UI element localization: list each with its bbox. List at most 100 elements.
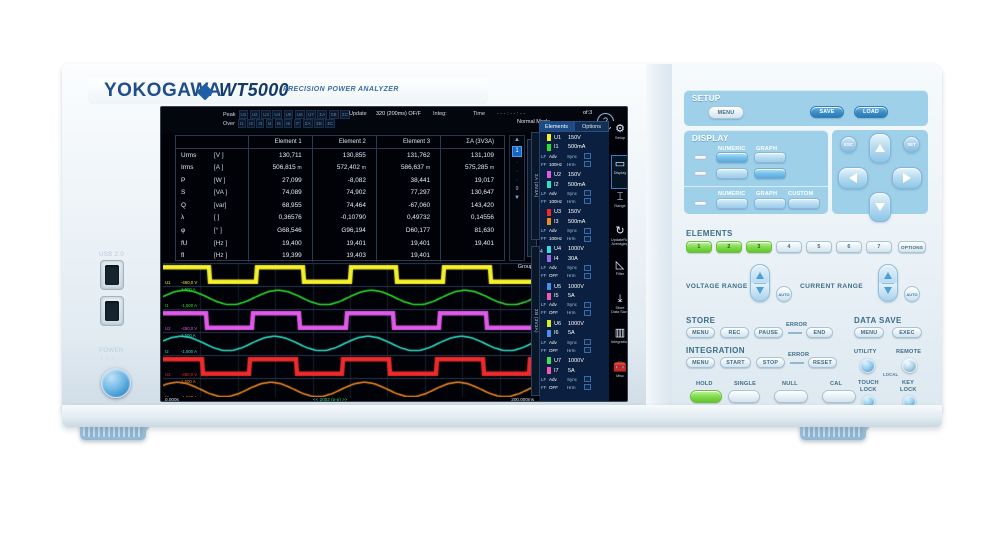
cal-button[interactable] [822,390,856,403]
element-channel-row[interactable]: U5 1000V [539,282,609,292]
store-menu-button[interactable]: MENU [686,327,715,338]
load-button[interactable]: LOAD [854,106,888,118]
range-icon[interactable]: ⌶ Range [611,189,627,223]
single-button[interactable] [728,390,760,403]
element-button-3[interactable]: 3 [746,241,772,253]
lcd-display[interactable]: Peak U1 U2 U3 U4 U5 U6 U7 ΣA ΣB ΣC Over I1 I2 I3 I4 I… [160,106,628,402]
display-numeric-button-1[interactable] [716,152,748,163]
table-row[interactable]: Urms [V ] 130,711 130,855 131,762 131,109 [176,148,504,162]
nav-right-button[interactable] [892,167,922,189]
voltage-auto-button[interactable]: AUTO [776,286,792,302]
integration-stop-button[interactable]: STOP [756,357,785,368]
null-button[interactable] [774,390,808,403]
page-dot-3[interactable]: · [515,177,519,184]
scroll-down-icon[interactable]: ▼ [514,195,520,201]
element-channel-row[interactable]: U1 150V [539,133,609,143]
element-group[interactable]: U1 150V I1 500mA LF Adv Sync FF 100Hz Hrm [539,132,609,169]
element-channel-row[interactable]: I6 5A [539,329,609,339]
element-channel-row[interactable]: U2 150V [539,170,609,180]
display-graph-button-2[interactable] [754,168,786,179]
table-row[interactable]: S [VA ] 74,089 74,902 77,297 130,647 [176,186,504,199]
element-button-5[interactable]: 5 [806,241,832,253]
display-custom-button[interactable] [788,198,820,209]
save-icon[interactable]: ⤓ Store Data Save [611,291,627,325]
misc-icon[interactable]: 🧰 Misc [611,359,627,393]
store-pause-button[interactable]: PAUSE [754,327,783,338]
current-auto-button[interactable]: AUTO [904,286,920,302]
page-dot-1[interactable]: · [515,159,519,166]
table-row[interactable]: Irms [A ] 506,815 m 572,402 m 586,637 m 575,2… [176,161,504,174]
element-channel-row[interactable]: U7 1000V [539,356,609,366]
store-end-button[interactable]: END [806,327,833,338]
elements-panel[interactable]: Elements Options U1 150V I1 500mA LF Adv Sync FF… [539,121,609,401]
element-group[interactable]: U2 150V I2 500mA LF Adv Sync FF 100Hz Hrm [539,169,609,206]
element-channel-row[interactable]: U3 150V [539,207,609,217]
page-dot-2[interactable]: · [515,168,519,175]
refresh-icon[interactable]: ↻UpdateRate Averaging [611,223,627,257]
element-button-4[interactable]: 4 [776,241,802,253]
table-row[interactable]: fI [Hz ] 19,399 19,403 19,401 [176,249,504,262]
hold-button[interactable] [690,390,722,403]
current-range-rocker[interactable] [878,264,898,302]
waveform-area[interactable]: Group 450,0 V -450,0 V U1 1,500 A -1,500 A I1… [163,263,537,401]
element-channel-row[interactable]: I5 5A [539,291,609,301]
setup-menu-button[interactable]: MENU [708,106,744,119]
table-row[interactable]: λ [ ] 0,36576 -0,10790 0,49732 0,14556 [176,211,504,225]
menu-icon-rail[interactable]: ⚙Setup▭Display⌶Range↻UpdateRate Averagin… [611,121,627,401]
element-channel-row[interactable]: I7 5A [539,366,609,376]
options-button[interactable]: OPTIONS [898,241,926,253]
power-button[interactable] [101,368,131,398]
chart-icon[interactable]: ▥ Integration [611,325,627,359]
data-save-menu-button[interactable]: MENU [854,327,884,338]
elements-tab[interactable]: Elements [539,121,574,132]
display-icon[interactable]: ▭ Display [611,155,627,189]
nav-up-button[interactable] [869,133,891,163]
element-channel-row[interactable]: U4 1000V [539,245,609,255]
elements-tab[interactable]: Options [574,121,609,132]
numeric-table[interactable]: Element 1 Element 2 Element 3 ΣA (3V3A) Urm… [175,135,505,262]
display-numeric-button-2[interactable] [716,168,748,179]
data-save-exec-button[interactable]: EXEC [892,327,922,338]
page-number[interactable]: 1 [512,146,522,157]
element-button-7[interactable]: 7 [866,241,892,253]
utility-button[interactable] [860,358,875,373]
table-row[interactable]: P [W ] 27,099 -8,082 38,441 19,017 [176,173,504,187]
display-numeric-button-3[interactable] [716,198,748,209]
display-graph-button-1[interactable] [754,152,786,163]
display-graph-button-3[interactable] [754,198,786,209]
table-row[interactable]: Q [var] 68,955 74,464 -67,060 143,420 [176,198,504,212]
element-channel-row[interactable]: I2 500mA [539,180,609,190]
usb-port-2[interactable] [100,296,124,326]
element-button-6[interactable]: 6 [836,241,862,253]
store-rec-button[interactable]: REC [720,327,749,338]
nav-down-button[interactable] [869,192,891,222]
element-channel-row[interactable]: U6 1000V [539,319,609,329]
page-scroll-column[interactable]: ▲ 1 · · · 9 ▼ [509,135,525,261]
element-group[interactable]: U7 1000V I7 5A LF Adv Sync FF OFF Hrm [539,355,609,392]
remote-button[interactable] [902,358,917,373]
filter-icon[interactable]: ◺ Filter [611,257,627,291]
set-button[interactable]: SET [903,136,920,153]
element-channel-row[interactable]: I1 500mA [539,143,609,153]
voltage-range-rocker[interactable] [750,264,770,302]
page-last[interactable]: 9 [515,186,519,192]
usb-port-1[interactable] [100,260,124,290]
integration-menu-button[interactable]: MENU [686,357,715,368]
element-group[interactable]: U3 150V I3 500mA LF Adv Sync FF 100Hz Hrm [539,206,609,243]
element-group[interactable]: U5 1000V I5 5A LF Adv Sync FF OFF Hrm [539,281,609,318]
table-row[interactable]: fU [Hz ] 19,400 19,401 19,401 19,401 [176,236,504,250]
element-button-2[interactable]: 2 [716,241,742,253]
element-button-1[interactable]: 1 [686,241,712,253]
nav-left-button[interactable] [838,167,868,189]
table-row[interactable]: φ [° ] G68,546 G96,194 D60,177 81,630 [176,224,504,237]
esc-button[interactable]: ESC [840,136,857,153]
scroll-up-icon[interactable]: ▲ [514,137,520,143]
gear-icon[interactable]: ⚙ Setup [611,121,627,155]
element-channel-row[interactable]: I3 500mA [539,217,609,227]
integration-start-button[interactable]: START [720,357,751,368]
save-button[interactable]: SAVE [810,106,844,118]
element-group[interactable]: U4 1000V I4 30A LF Adv Sync FF OFF Hrm [539,244,609,281]
element-channel-row[interactable]: I4 30A [539,254,609,264]
element-group[interactable]: U6 1000V I6 5A LF Adv Sync FF OFF Hrm [539,318,609,355]
integration-reset-button[interactable]: RESET [808,357,837,368]
